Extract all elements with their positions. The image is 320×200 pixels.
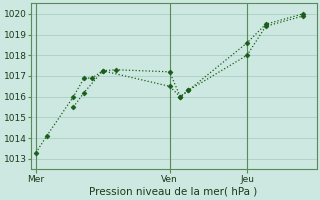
X-axis label: Pression niveau de la mer( hPa ): Pression niveau de la mer( hPa ) [90, 187, 258, 197]
